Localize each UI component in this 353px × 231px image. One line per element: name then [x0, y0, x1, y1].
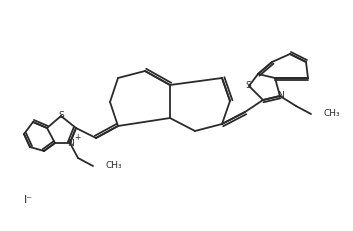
Text: N: N	[277, 91, 285, 100]
Text: CH₃: CH₃	[105, 161, 122, 170]
Text: S: S	[245, 82, 251, 91]
Text: CH₃: CH₃	[323, 109, 340, 119]
Text: N: N	[68, 139, 74, 148]
Text: +: +	[74, 134, 80, 143]
Text: I⁻: I⁻	[23, 195, 32, 205]
Text: S: S	[58, 112, 64, 121]
